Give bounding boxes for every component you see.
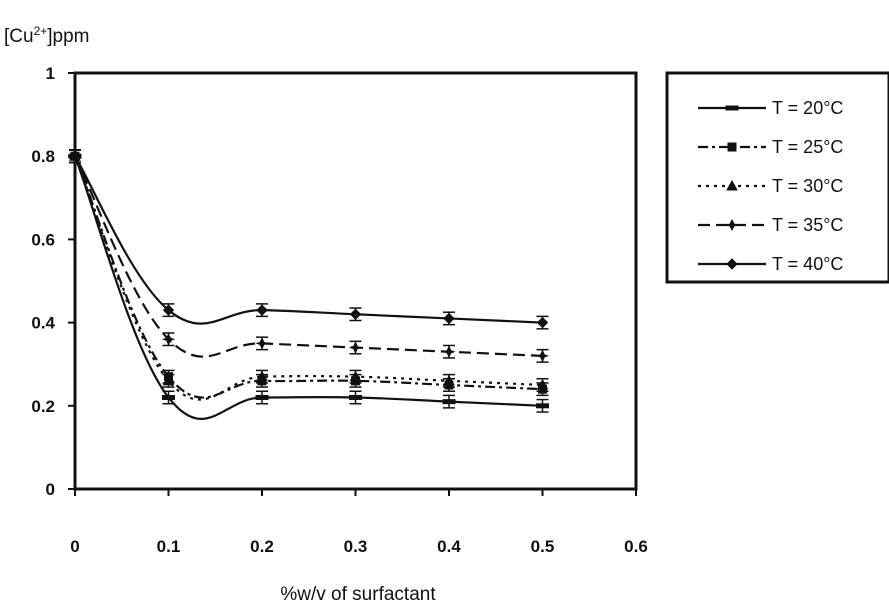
data-point bbox=[535, 349, 550, 362]
data-point bbox=[443, 374, 455, 386]
series-1 bbox=[68, 149, 549, 420]
legend-entry: T = 20°C bbox=[698, 98, 843, 118]
data-point bbox=[442, 399, 456, 405]
series-5 bbox=[69, 149, 549, 330]
data-point bbox=[442, 345, 456, 358]
legend-entry: T = 40°C bbox=[698, 254, 843, 274]
legend-marker bbox=[725, 218, 739, 232]
y-tick-label: 1 bbox=[46, 64, 55, 83]
y-axis-title-superscript: 2+ bbox=[34, 24, 48, 38]
data-point bbox=[349, 394, 362, 400]
legend-marker bbox=[727, 142, 737, 152]
data-point bbox=[255, 337, 269, 350]
series-4 bbox=[68, 149, 550, 363]
data-point bbox=[162, 304, 175, 316]
legend-label: T = 30°C bbox=[772, 176, 843, 196]
data-point bbox=[256, 304, 268, 316]
legend-entry: T = 25°C bbox=[698, 137, 843, 157]
series-2 bbox=[69, 149, 549, 399]
legend-marker bbox=[725, 105, 739, 111]
data-point bbox=[255, 394, 269, 400]
x-axis-title: %w/v of surfactant bbox=[280, 584, 436, 605]
x-tick-label: 0.3 bbox=[344, 537, 368, 556]
x-tick-label: 0 bbox=[70, 537, 79, 556]
legend-items: T = 20°C T = 25°C T = 30°C T = 35°C T = 40°C bbox=[698, 98, 843, 274]
data-point bbox=[349, 370, 362, 382]
data-point bbox=[536, 316, 549, 329]
data-point bbox=[256, 370, 268, 382]
legend-marker bbox=[726, 258, 738, 270]
plot-area-border bbox=[73, 71, 638, 491]
data-point bbox=[536, 403, 549, 409]
x-tick-label: 0.6 bbox=[624, 537, 648, 556]
series-line bbox=[74, 155, 543, 325]
legend-label: T = 35°C bbox=[772, 215, 843, 235]
y-tick-label: 0.4 bbox=[31, 314, 55, 333]
legend-label: T = 25°C bbox=[772, 137, 843, 157]
x-tick-label: 0.5 bbox=[531, 537, 555, 556]
y-tick-label: 0 bbox=[46, 480, 55, 499]
legend: T = 20°C T = 25°C T = 30°C T = 35°C T = 40°C bbox=[665, 71, 889, 284]
data-point bbox=[162, 374, 175, 386]
y-axis-ticks: 0 0.2 0.4 0.6 0.8 1 bbox=[31, 64, 75, 499]
legend-entry: T = 35°C bbox=[698, 215, 843, 235]
legend-label: T = 40°C bbox=[772, 254, 843, 274]
x-tick-label: 0.2 bbox=[250, 537, 274, 556]
y-tick-label: 0.2 bbox=[31, 397, 55, 416]
legend-entry: T = 30°C bbox=[698, 176, 843, 196]
legend-label: T = 20°C bbox=[772, 98, 843, 118]
y-axis-title-prefix: [Cu bbox=[4, 26, 34, 47]
y-axis-title: [Cu2+]ppm bbox=[4, 24, 90, 47]
data-point bbox=[69, 150, 81, 162]
series-3 bbox=[69, 149, 549, 401]
y-axis-title-suffix: ]ppm bbox=[47, 26, 89, 47]
series-line bbox=[73, 155, 543, 399]
series-layer bbox=[68, 149, 550, 420]
series-line bbox=[74, 155, 543, 358]
y-tick-label: 0.6 bbox=[31, 230, 55, 249]
data-point bbox=[443, 312, 455, 325]
y-tick-label: 0.8 bbox=[31, 147, 55, 166]
series-line bbox=[73, 155, 543, 420]
data-point bbox=[162, 394, 175, 400]
legend-marker bbox=[726, 179, 738, 191]
data-point bbox=[349, 308, 362, 320]
data-point bbox=[348, 341, 363, 354]
x-tick-label: 0.1 bbox=[157, 537, 181, 556]
data-point bbox=[161, 333, 176, 346]
data-point bbox=[536, 378, 549, 390]
series-line bbox=[73, 155, 543, 401]
x-tick-label: 0.4 bbox=[437, 537, 461, 556]
x-axis-ticks: 0 0.1 0.2 0.3 0.4 0.5 0.6 bbox=[70, 489, 648, 556]
